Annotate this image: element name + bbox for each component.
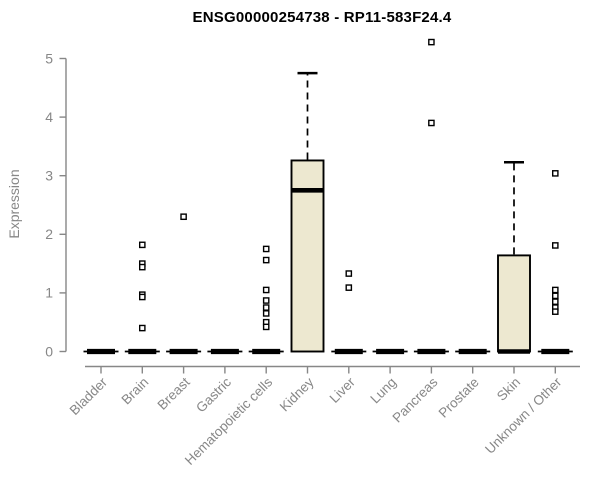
x-tick-label: Unknown / Other: [482, 374, 565, 457]
outlier-point: [262, 323, 270, 331]
outlier-point: [262, 286, 270, 294]
outlier-point: [428, 38, 435, 46]
box-rect: [497, 254, 531, 353]
outlier-point: [262, 310, 270, 317]
outlier-point: [552, 308, 559, 315]
x-tick-label: Skin: [494, 375, 523, 404]
x-tick-label: Bladder: [67, 374, 111, 418]
x-tick-label: Kidney: [277, 374, 317, 414]
outlier-point: [262, 304, 270, 311]
x-tick-label: Lung: [367, 375, 399, 407]
y-tick-label: 5: [45, 50, 53, 66]
x-tick-label: Gastric: [193, 374, 234, 415]
outlier-point: [345, 270, 353, 277]
y-tick-label: 2: [45, 226, 53, 242]
outlier-point: [262, 245, 270, 253]
outlier-point: [428, 119, 435, 127]
chart-title: ENSG00000254738 - RP11-583F24.4: [192, 9, 452, 26]
outlier-point: [552, 292, 559, 300]
outlier-point: [552, 298, 559, 305]
outlier-point: [138, 293, 146, 301]
outlier-point: [345, 284, 353, 291]
x-tick-label: Liver: [327, 374, 359, 406]
outlier-point: [138, 263, 146, 271]
x-tick-label: Pancreas: [390, 374, 441, 425]
y-tick-label: 3: [45, 168, 53, 184]
y-tick-label: 1: [45, 285, 53, 301]
outlier-point: [552, 242, 559, 249]
x-tick-label: Prostate: [436, 375, 482, 421]
outlier-point: [138, 324, 146, 332]
outlier-point: [552, 286, 559, 294]
x-tick-label: Breast: [155, 374, 193, 412]
y-tick-label: 0: [45, 343, 53, 359]
outlier-point: [262, 256, 270, 264]
x-tick-label: Brain: [119, 375, 152, 408]
outlier-point: [552, 170, 559, 177]
y-tick-label: 4: [45, 109, 53, 125]
outlier-point: [262, 297, 270, 304]
outlier-point: [180, 213, 187, 221]
outlier-point: [138, 241, 146, 249]
